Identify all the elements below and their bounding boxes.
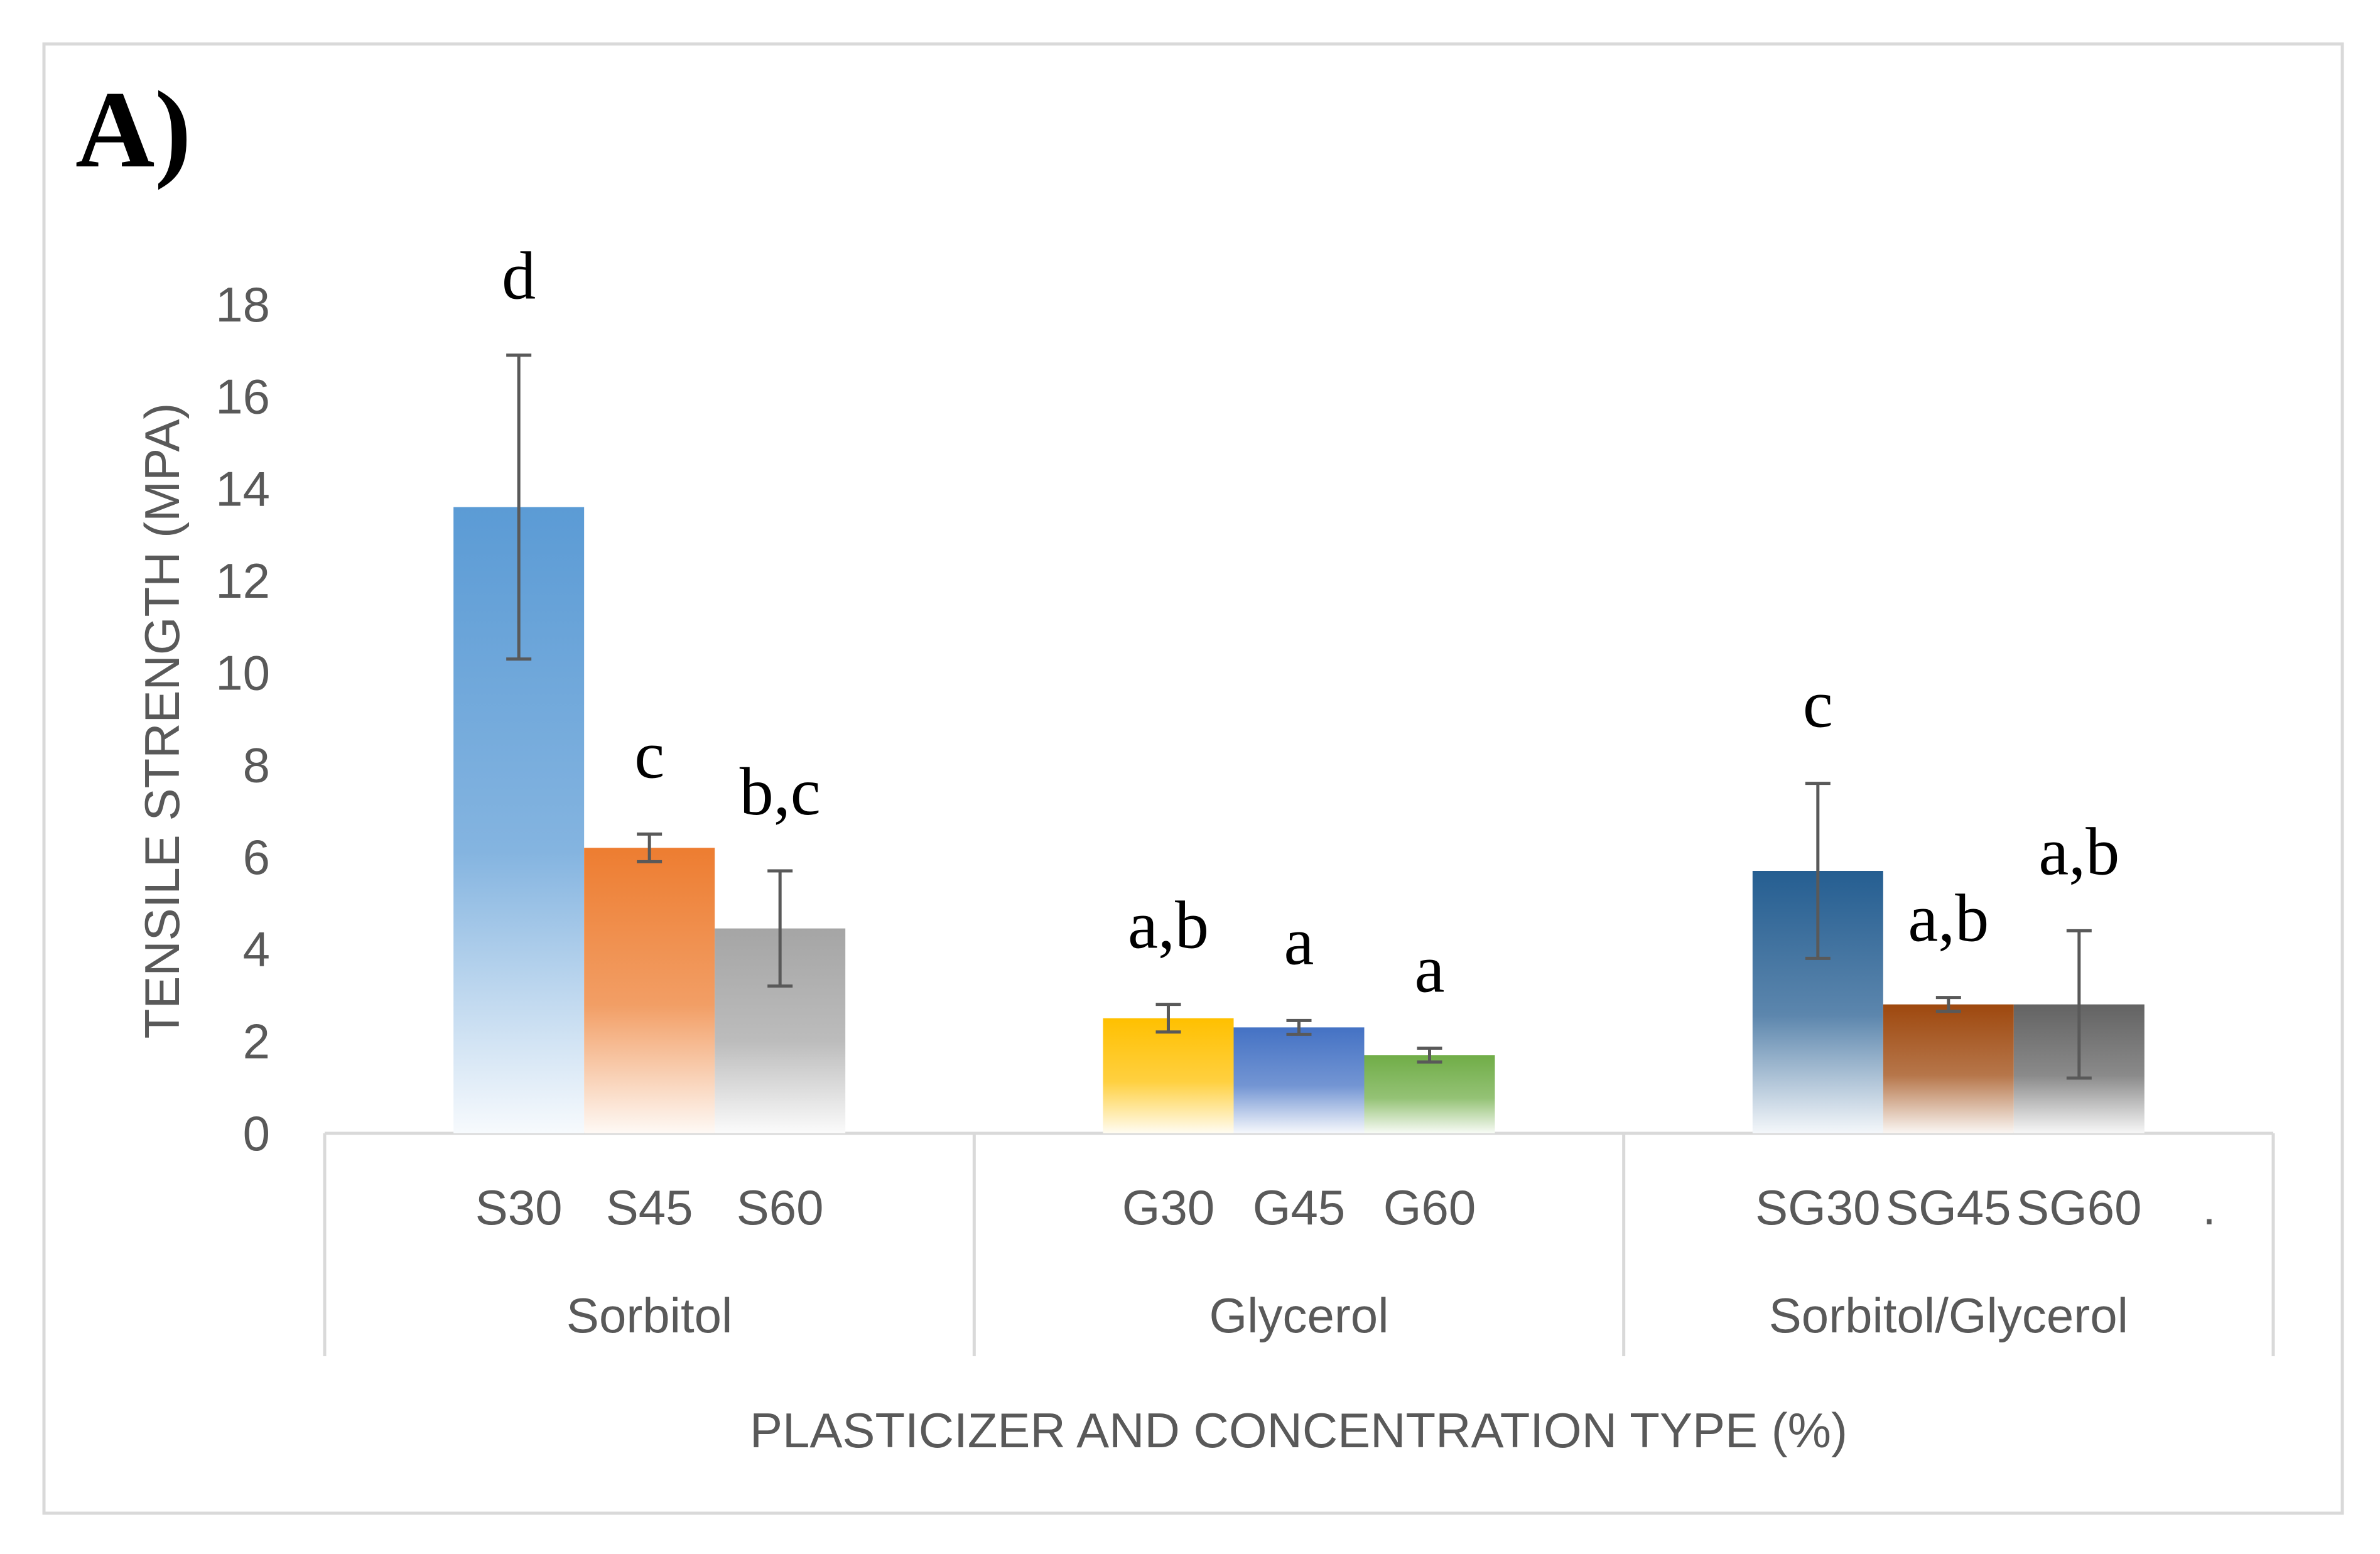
error-bar-g45 — [1286, 1018, 1312, 1036]
significance-label: a,b — [1908, 882, 1989, 956]
x-category-label: G30 — [1122, 1180, 1214, 1235]
error-bar-sg60 — [2066, 929, 2092, 1080]
bar-sg45 — [1883, 1004, 2014, 1133]
error-bar-g30 — [1155, 1003, 1181, 1034]
significance-label: c — [1803, 667, 1833, 742]
significance-label: d — [502, 239, 536, 314]
x-extra-tick-mark: . — [2202, 1180, 2216, 1235]
y-axis-title: TENSILE STRENGTH (MPA) — [134, 403, 190, 1039]
x-category-label: SG45 — [1886, 1180, 2011, 1235]
x-category-label: S45 — [606, 1180, 693, 1235]
y-tick-label: 10 — [215, 645, 270, 701]
error-bar-s30 — [506, 353, 532, 661]
bar-s45 — [584, 848, 715, 1133]
significance-label: c — [634, 718, 664, 792]
y-tick-label: 14 — [215, 461, 270, 516]
y-tick-label: 6 — [243, 829, 270, 885]
error-bar-s45 — [637, 832, 663, 863]
y-tick-label: 4 — [243, 922, 270, 977]
y-tick-label: 2 — [243, 1013, 270, 1069]
group-label: Sorbitol — [566, 1288, 732, 1343]
x-category-label: SG60 — [2016, 1180, 2141, 1235]
significance-label: b,c — [740, 755, 821, 829]
bar-g45 — [1233, 1027, 1365, 1133]
error-bar-s60 — [767, 869, 793, 988]
chart-frame — [42, 42, 2344, 1515]
x-axis-title: PLASTICIZER AND CONCENTRATION TYPE (%) — [750, 1403, 1847, 1458]
y-tick-label: 0 — [243, 1106, 270, 1161]
y-tick-label: 16 — [215, 369, 270, 424]
x-category-label: S60 — [737, 1180, 824, 1235]
significance-label: a — [1415, 932, 1445, 1006]
error-bar-g60 — [1417, 1046, 1442, 1064]
group-label: Glycerol — [1209, 1288, 1388, 1343]
y-tick-label: 12 — [215, 553, 270, 608]
significance-label: a,b — [2038, 814, 2119, 889]
x-category-label: SG30 — [1755, 1180, 1880, 1235]
x-category-label: G60 — [1383, 1180, 1476, 1235]
y-tick-label: 18 — [215, 277, 270, 332]
x-category-label: G45 — [1253, 1180, 1345, 1235]
error-bar-sg30 — [1805, 782, 1831, 960]
error-bar-sg45 — [1935, 996, 1961, 1013]
significance-label: a — [1284, 904, 1314, 979]
significance-label: a,b — [1128, 888, 1209, 963]
group-label: Sorbitol/Glycerol — [1769, 1288, 2128, 1343]
x-category-label: S30 — [475, 1180, 563, 1235]
bar-g30 — [1103, 1018, 1234, 1133]
panel-label: A) — [75, 68, 192, 190]
y-tick-label: 8 — [243, 737, 270, 792]
bar-g60 — [1364, 1055, 1495, 1133]
